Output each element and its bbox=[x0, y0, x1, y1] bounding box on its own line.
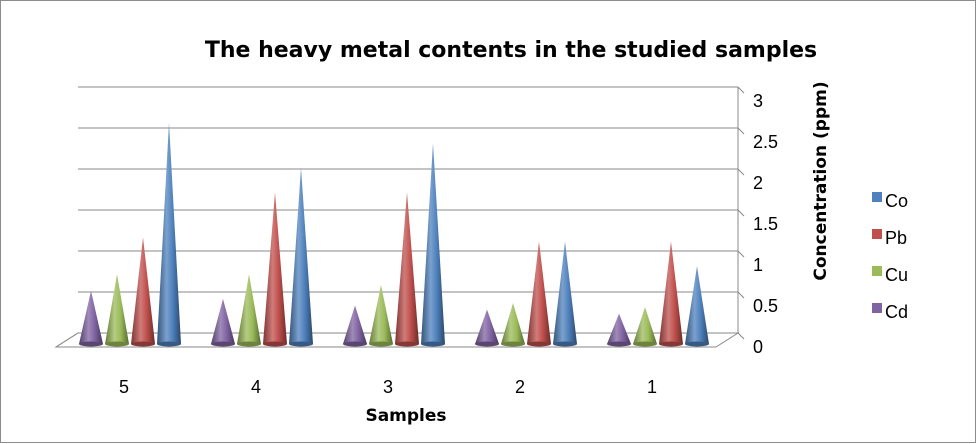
legend-swatch bbox=[872, 303, 882, 313]
cone-co-sample-4 bbox=[289, 167, 313, 347]
cone-cd-sample-4 bbox=[211, 298, 235, 347]
legend-label: Pb bbox=[885, 228, 907, 248]
y-tick-label: 0.5 bbox=[753, 296, 778, 316]
y-axis-title: Concentration (ppm) bbox=[811, 81, 831, 280]
y-tick-mark bbox=[737, 209, 745, 217]
cone-cd-sample-3 bbox=[343, 305, 367, 347]
chart-title: The heavy metal contents in the studied … bbox=[205, 38, 817, 63]
cone-cd-sample-1 bbox=[607, 313, 631, 347]
cone-cu-sample-5 bbox=[105, 274, 129, 347]
y-tick-label: 1 bbox=[753, 255, 763, 275]
cone-cu-sample-2 bbox=[501, 303, 525, 347]
y-tick-label: 3 bbox=[753, 91, 763, 111]
cone-pb-sample-3 bbox=[395, 192, 419, 347]
cone-cd-sample-5 bbox=[79, 290, 103, 347]
y-tick-mark bbox=[737, 127, 745, 135]
x-tick-label: 1 bbox=[647, 377, 657, 397]
x-tick-labels: 5 4 3 2 1 bbox=[119, 377, 657, 397]
y-tick-mark bbox=[737, 332, 745, 340]
grid-layer bbox=[54, 86, 740, 348]
cone-cu-sample-3 bbox=[369, 284, 393, 347]
legend-swatch bbox=[872, 266, 882, 276]
cone-co-sample-2 bbox=[553, 241, 577, 347]
cone-cu-sample-1 bbox=[633, 307, 657, 347]
y-tick-labels: 0 0.5 1 1.5 2 2.5 3 bbox=[737, 86, 778, 357]
y-tick-mark bbox=[737, 86, 745, 94]
legend-item-cd: Cd bbox=[872, 302, 908, 322]
cone-pb-sample-4 bbox=[263, 192, 287, 347]
cone-co-sample-5 bbox=[157, 122, 181, 347]
legend-label: Cu bbox=[885, 265, 908, 285]
x-tick-label: 3 bbox=[383, 377, 393, 397]
y-tick-label: 0 bbox=[753, 337, 763, 357]
x-tick-label: 2 bbox=[515, 377, 525, 397]
floor-edge bbox=[55, 332, 79, 348]
cone-pb-sample-1 bbox=[659, 241, 683, 347]
x-axis-title: Samples bbox=[365, 406, 446, 426]
y-tick-mark bbox=[737, 291, 745, 299]
y-tick-label: 2 bbox=[753, 173, 763, 193]
x-tick-label: 4 bbox=[251, 377, 261, 397]
legend: Co Pb Cu Cd bbox=[872, 191, 908, 322]
cone-pb-sample-2 bbox=[527, 241, 551, 347]
cone-cu-sample-4 bbox=[237, 274, 261, 347]
y-tick-label: 2.5 bbox=[753, 132, 778, 152]
x-tick-label: 5 bbox=[119, 377, 129, 397]
legend-label: Cd bbox=[885, 302, 908, 322]
cone-layer bbox=[79, 122, 709, 347]
legend-swatch bbox=[872, 229, 882, 239]
legend-item-pb: Pb bbox=[872, 228, 907, 248]
cone-co-sample-1 bbox=[685, 266, 709, 347]
cone-pb-sample-5 bbox=[131, 237, 155, 347]
cone-cd-sample-2 bbox=[475, 309, 499, 347]
legend-label: Co bbox=[885, 191, 908, 211]
cone-co-sample-3 bbox=[421, 143, 445, 347]
y-tick-mark bbox=[737, 168, 745, 176]
legend-swatch bbox=[872, 192, 882, 202]
legend-item-cu: Cu bbox=[872, 265, 908, 285]
y-tick-mark bbox=[737, 250, 745, 258]
legend-item-co: Co bbox=[872, 191, 908, 211]
y-tick-label: 1.5 bbox=[753, 214, 778, 234]
